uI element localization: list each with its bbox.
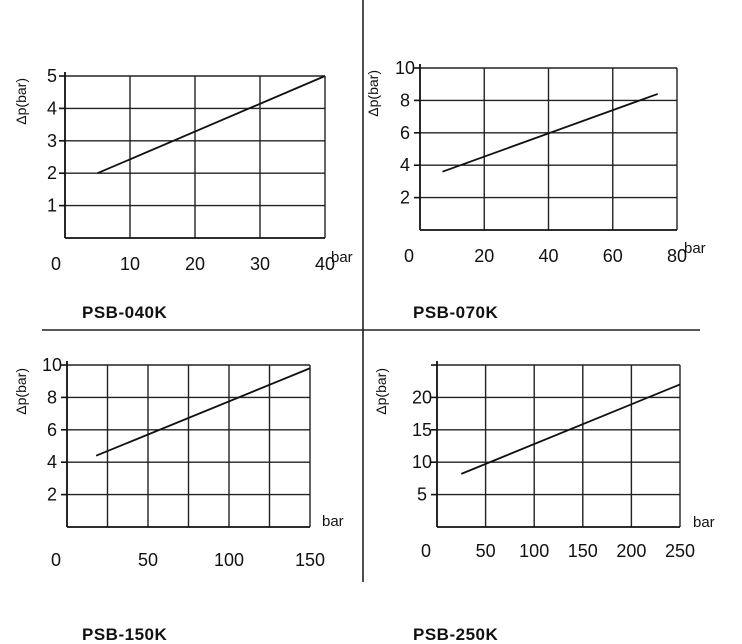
x-tick-label: 50 bbox=[476, 541, 496, 561]
y-tick-label: 6 bbox=[47, 420, 57, 440]
y-tick-label: 15 bbox=[412, 420, 432, 440]
x-tick-label: 50 bbox=[138, 550, 158, 570]
panel-title: PSB-040K bbox=[82, 303, 167, 322]
y-tick-label: 20 bbox=[412, 387, 432, 407]
x-tick-label: 250 bbox=[665, 541, 695, 561]
x-tick-label: 0 bbox=[404, 246, 414, 266]
x-tick-label: 0 bbox=[51, 550, 61, 570]
y-axis-label: Δp(bar) bbox=[13, 368, 29, 415]
y-tick-label: 10 bbox=[412, 452, 432, 472]
y-tick-label: 8 bbox=[400, 90, 410, 110]
x-tick-label: 100 bbox=[214, 550, 244, 570]
panel-title: PSB-150K bbox=[82, 625, 167, 644]
y-tick-label: 2 bbox=[400, 188, 410, 208]
y-tick-label: 3 bbox=[47, 131, 57, 151]
y-axis-label: Δp(bar) bbox=[13, 78, 29, 125]
y-axis-label: Δp(bar) bbox=[365, 70, 381, 117]
x-tick-label: 80 bbox=[667, 246, 687, 266]
series-line bbox=[460, 383, 681, 475]
x-tick-label: 0 bbox=[51, 254, 61, 274]
y-tick-label: 10 bbox=[42, 355, 62, 375]
x-tick-label: 150 bbox=[568, 541, 598, 561]
x-tick-label: 40 bbox=[538, 246, 558, 266]
y-axis-label: Δp(bar) bbox=[373, 368, 389, 415]
y-tick-label: 4 bbox=[47, 98, 57, 118]
x-axis-label: bar bbox=[684, 240, 706, 257]
series-line bbox=[442, 93, 659, 173]
x-tick-label: 40 bbox=[315, 254, 335, 274]
x-axis-label: bar bbox=[322, 513, 344, 530]
y-tick-label: 5 bbox=[417, 485, 427, 505]
y-tick-label: 10 bbox=[395, 58, 415, 78]
x-tick-label: 150 bbox=[295, 550, 325, 570]
x-axis-label: bar bbox=[693, 514, 715, 531]
y-tick-label: 4 bbox=[400, 155, 410, 175]
x-tick-label: 10 bbox=[120, 254, 140, 274]
panel-title: PSB-070K bbox=[413, 303, 498, 322]
x-tick-label: 30 bbox=[250, 254, 270, 274]
y-tick-label: 2 bbox=[47, 485, 57, 505]
series-line bbox=[97, 75, 326, 175]
series-line bbox=[95, 367, 311, 457]
y-tick-label: 4 bbox=[47, 452, 57, 472]
panel-title: PSB-250K bbox=[413, 625, 498, 644]
x-tick-label: 200 bbox=[616, 541, 646, 561]
x-tick-label: 60 bbox=[603, 246, 623, 266]
x-axis-label: bar bbox=[331, 249, 353, 266]
y-tick-label: 2 bbox=[47, 163, 57, 183]
x-tick-label: 100 bbox=[519, 541, 549, 561]
x-tick-label: 20 bbox=[185, 254, 205, 274]
y-tick-label: 8 bbox=[47, 387, 57, 407]
y-tick-label: 6 bbox=[400, 123, 410, 143]
x-tick-label: 20 bbox=[474, 246, 494, 266]
y-tick-label: 1 bbox=[47, 196, 57, 216]
x-tick-label: 0 bbox=[421, 541, 431, 561]
y-tick-label: 5 bbox=[47, 66, 57, 86]
